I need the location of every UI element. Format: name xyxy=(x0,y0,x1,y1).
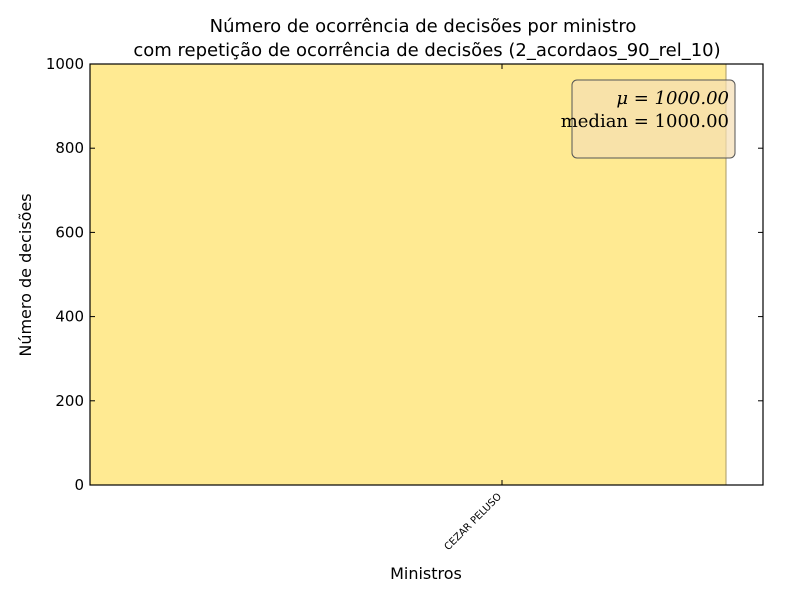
chart-title-line-2: com repetição de ocorrência de decisões … xyxy=(133,40,720,61)
y-tick-label-4: 800 xyxy=(55,139,84,157)
chart-title-line-1: Número de ocorrência de decisões por min… xyxy=(210,16,637,37)
y-axis-ticks: 0 200 400 600 800 1000 xyxy=(46,55,763,494)
y-tick-label-0: 0 xyxy=(74,476,84,494)
y-tick-label-1: 200 xyxy=(55,392,84,410)
y-tick-label-3: 600 xyxy=(55,223,84,241)
x-axis-label: Ministros xyxy=(390,564,462,583)
median-annotation: median = 1000.00 xyxy=(561,111,729,132)
y-tick-label-2: 400 xyxy=(55,308,84,326)
x-category-label-0: CEZAR PELUSO xyxy=(443,491,505,553)
y-axis-label: Número de decisões xyxy=(16,193,35,356)
plot-area-frame xyxy=(89,63,764,486)
y-tick-label-5: 1000 xyxy=(46,55,84,73)
mean-annotation: μ = 1000.00 xyxy=(616,88,729,109)
stats-annotation-box: μ = 1000.00 median = 1000.00 xyxy=(561,79,736,159)
stats-box-background xyxy=(571,79,736,159)
